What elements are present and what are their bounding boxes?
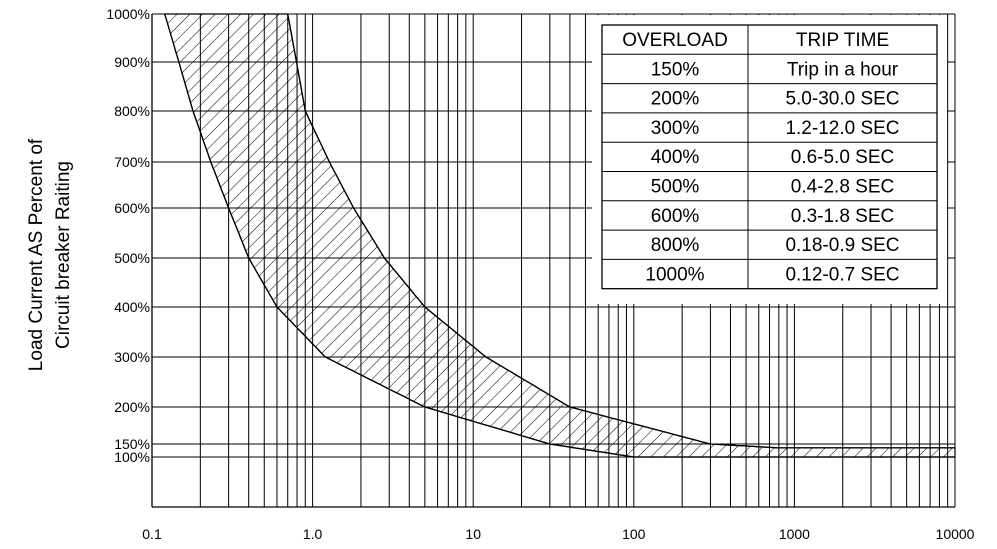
- trip-time-table: OVERLOAD TRIP TIME 150% Trip in a hour 200% 5…: [592, 15, 947, 304]
- table-cell-trip-time: 0.6-5.0 SEC: [791, 147, 895, 168]
- y-tick-label: 800%: [114, 103, 150, 119]
- table-cell-overload: 400%: [651, 147, 700, 168]
- y-tick-label: 400%: [114, 299, 150, 315]
- table-cell-trip-time: 0.12-0.7 SEC: [785, 264, 899, 285]
- trip-band-lower-curve: [164, 13, 955, 458]
- y-axis-label-line1: Load Current AS Percent of: [26, 138, 47, 371]
- y-tick-label: 500%: [114, 250, 150, 266]
- table-cell-overload: 500%: [651, 177, 700, 198]
- table-cell-trip-time: Trip in a hour: [787, 59, 899, 80]
- y-tick-label: 600%: [114, 200, 150, 216]
- trip-band-upper-curve: [287, 13, 955, 449]
- y-tick-label: 300%: [114, 349, 150, 365]
- table-cell-trip-time: 0.4-2.8 SEC: [791, 177, 895, 198]
- table-cell-trip-time: 0.18-0.9 SEC: [785, 235, 899, 256]
- x-tick-label: 10: [465, 526, 481, 542]
- table-cell-trip-time: 0.3-1.8 SEC: [791, 206, 895, 227]
- table-cell-overload: 600%: [651, 206, 700, 227]
- x-tick-label: 1000: [779, 526, 810, 542]
- table-cell-overload: 200%: [651, 89, 700, 110]
- table-cell-overload: 300%: [651, 118, 700, 139]
- y-tick-label: 150%: [114, 436, 150, 452]
- axis-labels: 1000% 900% 800% 700% 600% 500% 400% 300% 200% 150…: [26, 6, 975, 542]
- table-border: [601, 24, 938, 290]
- y-tick-label: 1000%: [106, 6, 150, 22]
- table-header-trip-time: TRIP TIME: [796, 30, 889, 51]
- table-cell-trip-time: 5.0-30.0 SEC: [785, 89, 899, 110]
- table-cell-overload: 150%: [651, 59, 700, 80]
- table-cell-trip-time: 1.2-12.0 SEC: [785, 118, 899, 139]
- x-tick-label: 1.0: [303, 526, 323, 542]
- y-tick-label: 900%: [114, 54, 150, 70]
- x-tick-label: 10000: [936, 526, 975, 542]
- table-cell-overload: 1000%: [645, 264, 704, 285]
- axes: [151, 14, 955, 508]
- table-header-overload: OVERLOAD: [622, 30, 728, 51]
- y-tick-label: 200%: [114, 399, 150, 415]
- y-tick-label: 700%: [114, 154, 150, 170]
- table-cell-overload: 800%: [651, 235, 700, 256]
- x-tick-label: 0.1: [142, 526, 162, 542]
- y-axis-label-line2: Circuit breaker Raiting: [53, 161, 74, 349]
- trip-band: [163, 13, 956, 458]
- x-tick-label: 100: [622, 526, 646, 542]
- y-tick-label: 100%: [114, 449, 150, 465]
